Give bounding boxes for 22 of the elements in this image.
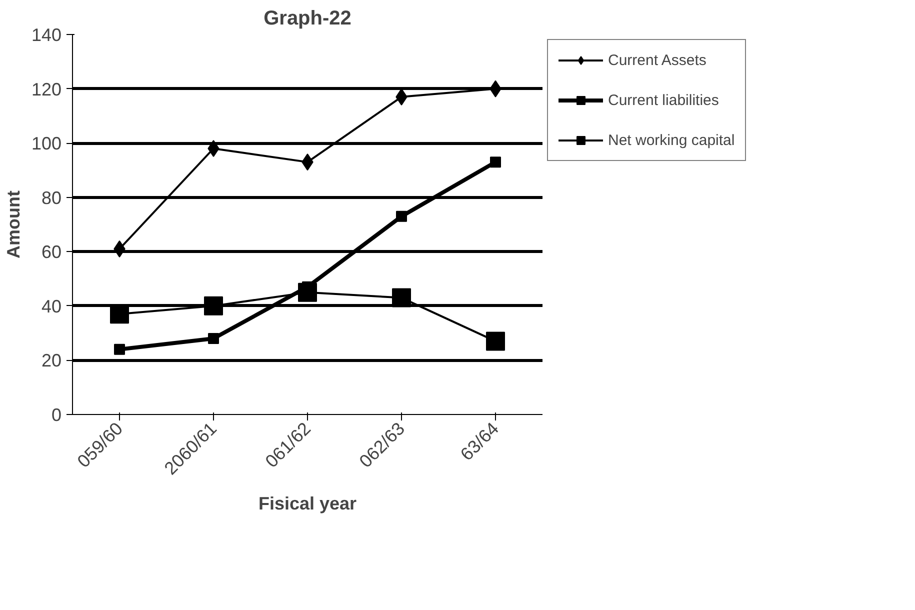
point xyxy=(490,156,501,168)
point xyxy=(208,140,220,157)
y-tick-label: 140 xyxy=(31,25,62,45)
point xyxy=(486,332,505,351)
legend-label: Current liabilities xyxy=(608,92,719,108)
y-tick-label: 60 xyxy=(41,242,62,262)
y-tick-label: 100 xyxy=(31,134,62,154)
y-tick-label: 80 xyxy=(41,188,62,208)
point xyxy=(392,288,411,308)
y-tick-label: 0 xyxy=(51,405,62,425)
x-axis-title: Fisical year xyxy=(258,494,357,514)
chart-title: Graph-22 xyxy=(264,8,352,30)
legend-label: Net working capital xyxy=(608,132,735,148)
y-tick-label: 20 xyxy=(41,350,62,371)
point xyxy=(204,296,223,316)
legend-label: Current Assets xyxy=(608,52,706,68)
y-tick-label: 40 xyxy=(41,296,62,316)
point xyxy=(396,210,407,222)
point xyxy=(114,344,125,355)
point xyxy=(208,333,219,344)
y-tick-label: 120 xyxy=(31,79,62,100)
y-axis-title: Amount xyxy=(3,190,24,258)
